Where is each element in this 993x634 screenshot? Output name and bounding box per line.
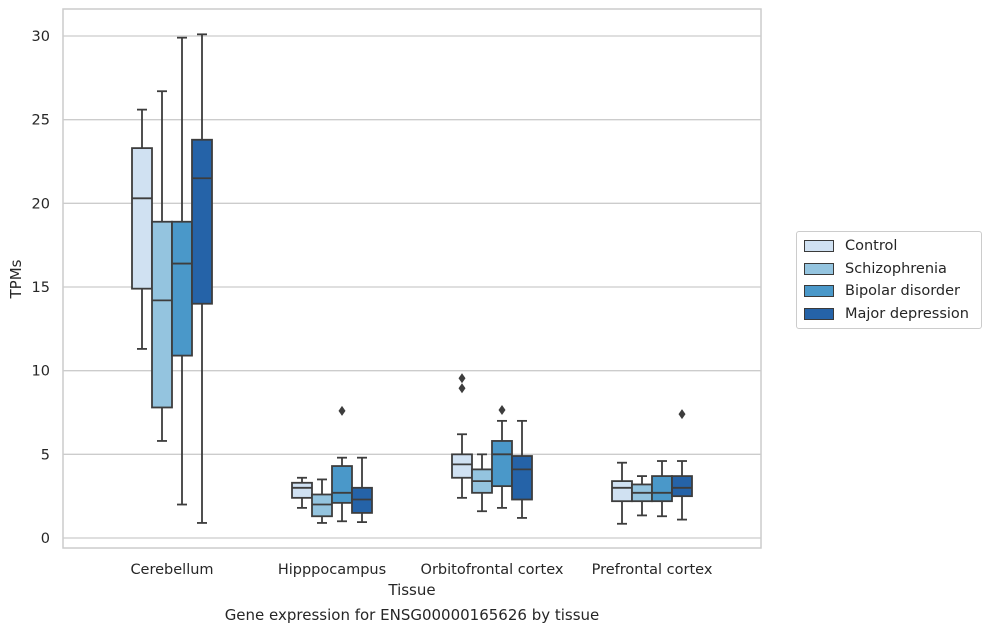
legend-swatch bbox=[804, 240, 834, 253]
series-bipolar-disorder bbox=[171, 36, 673, 523]
outlier-point bbox=[458, 373, 466, 384]
legend-label: Schizophrenia bbox=[845, 260, 947, 277]
box-plot-mark bbox=[491, 404, 513, 509]
box-plot-mark bbox=[171, 36, 193, 506]
legend-swatch bbox=[804, 262, 834, 275]
x-axis-ticks: Cerebellum Hipppocampus Orbitofrontal cort… bbox=[130, 562, 712, 578]
x-axis-label: Tissue bbox=[387, 581, 435, 599]
box bbox=[131, 147, 153, 290]
chart-caption: Gene expression for ENSG00000165626 by t… bbox=[224, 606, 600, 624]
legend-label: Control bbox=[845, 238, 898, 255]
box-plot-mark bbox=[631, 475, 653, 517]
box-plot-mark bbox=[331, 405, 353, 523]
series-major-depression bbox=[191, 33, 693, 524]
y-tick-label: 0 bbox=[41, 531, 50, 547]
outlier-point bbox=[338, 405, 346, 416]
y-tick-label: 5 bbox=[41, 447, 50, 463]
series-control bbox=[131, 108, 633, 525]
legend-label: Major depression bbox=[845, 305, 969, 322]
outlier-point bbox=[458, 383, 466, 394]
y-axis-ticks: 0 5 10 15 20 25 30 bbox=[32, 29, 50, 547]
box-plot-series bbox=[131, 33, 693, 525]
y-axis-label: TPMs bbox=[7, 259, 25, 299]
y-tick-label: 25 bbox=[32, 113, 50, 129]
legend-item: Major depression bbox=[797, 303, 981, 326]
box bbox=[191, 138, 213, 305]
box bbox=[671, 475, 693, 498]
series-schizophrenia bbox=[151, 90, 653, 524]
box bbox=[151, 220, 173, 409]
box-plot-mark bbox=[311, 478, 333, 524]
box-plot-mark bbox=[151, 90, 173, 442]
box bbox=[651, 475, 673, 503]
box-plot-mark bbox=[471, 453, 493, 513]
y-tick-label: 10 bbox=[32, 364, 50, 380]
box-plot-mark bbox=[191, 33, 213, 524]
legend: Control Schizophrenia Bipolar disorder Majo… bbox=[796, 231, 982, 329]
legend-swatch bbox=[804, 285, 834, 298]
outlier-point bbox=[498, 404, 506, 415]
box-plot-mark bbox=[671, 409, 693, 521]
box bbox=[491, 440, 513, 488]
x-tick-label: Cerebellum bbox=[130, 562, 213, 578]
plot-frame bbox=[62, 8, 762, 549]
y-tick-label: 30 bbox=[32, 29, 50, 45]
x-tick-label: Orbitofrontal cortex bbox=[421, 562, 564, 578]
box bbox=[611, 480, 633, 503]
y-tick-label: 20 bbox=[32, 196, 50, 212]
box bbox=[331, 465, 353, 504]
box bbox=[171, 220, 193, 357]
legend-item: Control bbox=[797, 235, 981, 258]
outlier-point bbox=[678, 409, 686, 420]
box-plot-mark bbox=[131, 108, 153, 350]
box-plot-mark bbox=[451, 373, 473, 499]
box-plot-mark bbox=[651, 460, 673, 518]
x-tick-label: Hipppocampus bbox=[278, 562, 386, 578]
box-plot-mark bbox=[511, 419, 533, 519]
legend-item: Bipolar disorder bbox=[797, 280, 981, 303]
legend-item: Schizophrenia bbox=[797, 258, 981, 281]
x-tick-label: Prefrontal cortex bbox=[592, 562, 713, 578]
legend-swatch bbox=[804, 307, 834, 320]
box-plot-mark bbox=[351, 456, 373, 524]
box-plot-mark bbox=[611, 461, 633, 525]
box bbox=[451, 453, 473, 479]
box bbox=[511, 455, 533, 501]
legend-label: Bipolar disorder bbox=[845, 283, 960, 300]
box-plot-mark bbox=[291, 476, 313, 509]
y-tick-label: 15 bbox=[32, 280, 50, 296]
box bbox=[291, 481, 313, 499]
